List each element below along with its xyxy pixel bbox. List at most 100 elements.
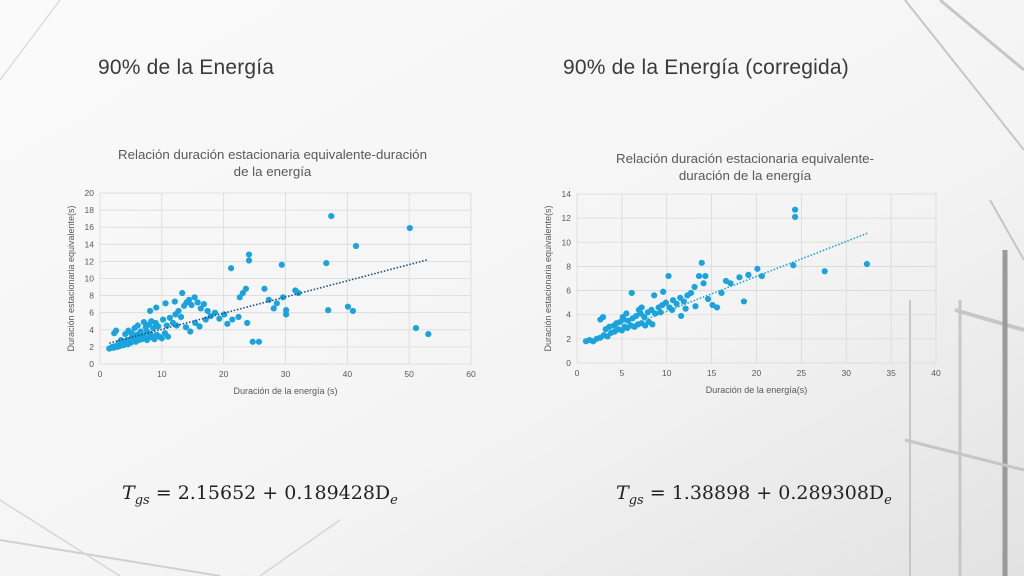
scatter-point xyxy=(325,307,332,314)
scatter-point xyxy=(344,303,352,310)
scatter-point xyxy=(673,300,680,307)
scatter-point xyxy=(200,301,207,308)
scatter-point xyxy=(153,304,160,311)
formula-left-rhs: = 2.15652 + 0.189428D xyxy=(155,482,391,504)
chart-plot: 0 2 4 6 8 10 12 14 0 5 10 15 20 25 30 35 40 Duración de l… xyxy=(543,189,941,395)
scatter-point xyxy=(202,316,209,323)
scatter-point xyxy=(718,289,725,297)
scatter-point xyxy=(692,303,699,310)
scatter-point xyxy=(736,274,743,281)
x-tick-label: 30 xyxy=(842,368,852,378)
scatter-point xyxy=(159,316,167,323)
formula-right-rhs: = 1.38898 + 0.289308D xyxy=(649,482,885,504)
scatter-point xyxy=(651,310,659,317)
scatter-point xyxy=(188,301,195,309)
y-tick-label: 14 xyxy=(85,239,95,249)
scatter-point xyxy=(695,272,703,280)
y-axis-label: Duración estacionaria equivalente(s) xyxy=(66,205,76,351)
chart-title: Relación duración estacionaria equivalen… xyxy=(540,150,950,184)
scatter-point xyxy=(261,285,268,292)
scatter-point xyxy=(657,309,664,316)
scatter-point xyxy=(628,289,635,297)
x-tick-label: 35 xyxy=(886,368,896,378)
formula-left: Tgs = 2.15652 + 0.189428De xyxy=(122,482,398,508)
x-tick-label: 10 xyxy=(662,368,672,378)
chart-right: Relación duración estacionaria equivalen… xyxy=(540,145,950,400)
scatter-point xyxy=(651,292,658,299)
scatter-point xyxy=(754,265,761,272)
scatter-point xyxy=(191,294,198,301)
scatter-point xyxy=(216,315,223,322)
y-tick-label: 18 xyxy=(85,205,95,215)
scatter-point xyxy=(698,259,705,266)
x-tick-label: 0 xyxy=(575,368,580,378)
chart-title-line: Relación duración estacionaria equivalen… xyxy=(118,147,427,162)
scatter-point xyxy=(678,312,685,320)
scatter-point xyxy=(352,242,360,250)
scatter-point xyxy=(196,323,203,330)
scatter-point xyxy=(745,271,752,278)
formula-right-lhs: T xyxy=(616,482,629,504)
scatter-point xyxy=(245,257,253,264)
scatter-point xyxy=(187,328,194,335)
chart-title: Relación duración estacionaria equivalen… xyxy=(60,146,485,180)
scatter-point xyxy=(158,335,165,342)
y-tick-label: 12 xyxy=(85,256,95,266)
scatter-point xyxy=(790,262,797,269)
y-tick-label: 6 xyxy=(566,286,571,296)
scatter-point xyxy=(171,298,178,305)
scatter-point xyxy=(255,338,263,345)
scatter-point xyxy=(221,311,228,318)
x-tick-label: 40 xyxy=(343,369,353,379)
formula-left-rhs-sub: e xyxy=(390,492,398,508)
y-tick-label: 2 xyxy=(89,342,94,352)
x-tick-label: 20 xyxy=(752,368,762,378)
scatter-point xyxy=(791,206,799,213)
scatter-point xyxy=(227,265,235,272)
scatter-point xyxy=(412,324,420,332)
scatter-point xyxy=(236,294,243,301)
x-tick-label: 30 xyxy=(281,369,291,379)
scatter-point xyxy=(194,299,201,306)
scatter-point xyxy=(112,327,120,334)
scatter-point xyxy=(197,305,204,312)
scatter-point xyxy=(134,322,141,329)
scatter-point xyxy=(177,313,185,321)
y-tick-label: 10 xyxy=(562,237,572,247)
scatter-point xyxy=(641,314,648,321)
y-tick-label: 0 xyxy=(566,358,571,368)
scatter-point xyxy=(649,321,656,328)
x-tick-label: 60 xyxy=(466,369,476,379)
scatter-point xyxy=(175,307,182,315)
x-tick-label: 20 xyxy=(219,369,229,379)
chart-plot: 0 2 4 6 8 10 12 14 16 18 20 0 10 20 30 40 50 60 Duración d… xyxy=(66,188,476,396)
scatter-point xyxy=(687,289,695,297)
y-tick-label: 20 xyxy=(85,188,95,198)
scatter-point xyxy=(182,324,190,331)
formula-right-rhs-sub: e xyxy=(884,492,892,508)
scatter-point xyxy=(235,313,242,321)
scatter-point xyxy=(682,305,689,312)
scatter-point xyxy=(140,319,148,326)
y-axis-label: Duración estacionaria equivalente(s) xyxy=(543,205,553,351)
scatter-point xyxy=(273,300,280,307)
scatter-point xyxy=(702,272,709,280)
scatter-point xyxy=(224,320,231,327)
scatter-point xyxy=(185,296,193,303)
scatter-point xyxy=(599,314,607,321)
scatter-point xyxy=(740,298,748,305)
chart-title-line: duración de la energía xyxy=(678,168,812,183)
y-tick-label: 6 xyxy=(89,308,94,318)
scatter-point xyxy=(665,272,672,280)
scatter-point xyxy=(691,283,698,291)
y-tick-label: 8 xyxy=(566,261,571,271)
scatter-point xyxy=(349,307,356,315)
formula-right: Tgs = 1.38898 + 0.289308De xyxy=(616,482,892,508)
y-tick-label: 2 xyxy=(566,334,571,344)
chart-left: Relación duración estacionaria equivalen… xyxy=(60,140,485,400)
scatter-point xyxy=(758,272,765,280)
scatter-point xyxy=(660,288,667,295)
slide-title-left: 90% de la Energía xyxy=(98,56,275,79)
scatter-point xyxy=(179,289,186,297)
y-tick-label: 0 xyxy=(89,359,94,369)
